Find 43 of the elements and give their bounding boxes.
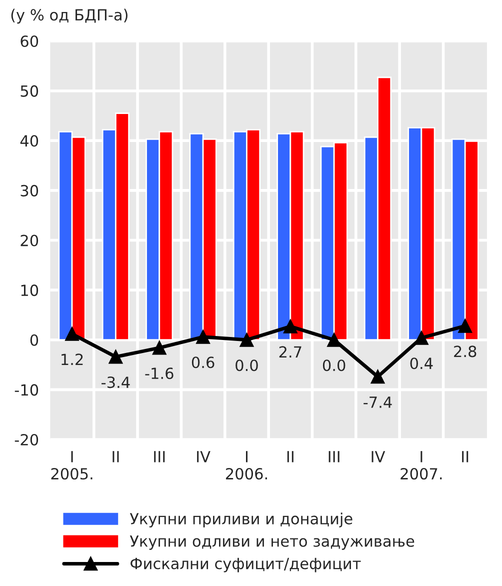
data-label: 0.4 — [410, 358, 433, 370]
x-tick-label: II — [462, 451, 468, 462]
point — [196, 330, 210, 344]
x-tick-label: I 2006. — [226, 451, 267, 480]
data-label: 2.8 — [454, 346, 476, 358]
legend-label: Укупни приливи и донације — [130, 512, 352, 528]
point — [370, 370, 385, 384]
data-label: 0.0 — [322, 360, 346, 372]
y-tick-label: 20 — [20, 234, 38, 246]
data-label: -7.4 — [364, 396, 392, 408]
x-tick-label: III — [328, 451, 340, 462]
y-tick-label: 30 — [20, 184, 38, 196]
y-tick-label: 10 — [21, 284, 38, 296]
point — [283, 319, 298, 334]
legend-label: Укупни одливи и нето задуживање — [130, 536, 414, 550]
data-label: 2.7 — [279, 346, 302, 358]
point — [108, 350, 123, 364]
point — [414, 330, 428, 345]
point — [152, 340, 166, 355]
point — [65, 326, 79, 341]
y-tick-label: -20 — [14, 434, 38, 446]
legend-label: Фискални суфицит/дефицит — [130, 558, 361, 572]
x-tick-label: II — [287, 451, 294, 462]
data-label: 0.6 — [192, 356, 214, 368]
data-label: -3.4 — [102, 376, 130, 388]
x-tick-label: II — [112, 451, 119, 462]
y-tick-label: 40 — [20, 135, 38, 147]
data-label: 0.0 — [236, 360, 258, 372]
x-tick-label: IV — [197, 451, 210, 462]
point — [327, 332, 342, 347]
x-tick-label: III — [154, 451, 165, 462]
data-label: 1.2 — [62, 354, 83, 365]
x-tick-label: I 2007. — [400, 451, 442, 480]
y-tick-label: -10 — [14, 384, 38, 396]
y-tick-label: 50 — [20, 85, 38, 97]
data-label: -1.6 — [145, 368, 174, 380]
point — [240, 332, 254, 347]
x-tick-label: I 2005. — [51, 451, 92, 480]
x-tick-label: IV — [372, 451, 386, 462]
chart-title: (у % од БДП-а) — [11, 8, 128, 24]
y-tick-label: 0 — [30, 334, 38, 346]
y-tick-label: 60 — [20, 35, 38, 48]
point — [458, 318, 472, 333]
